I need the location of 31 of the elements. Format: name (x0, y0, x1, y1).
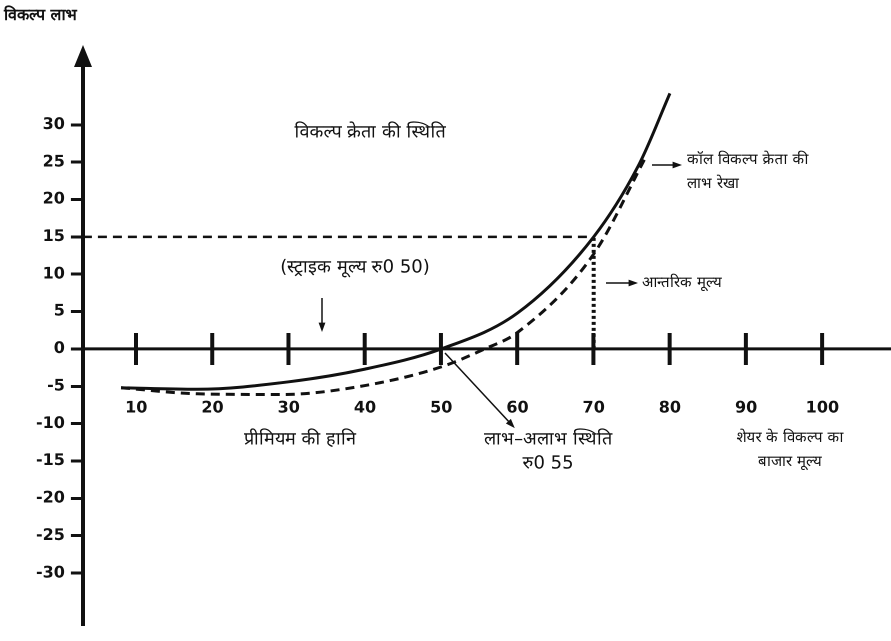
x-tick-label: 20 (201, 398, 224, 417)
annotation: विकल्प क्रेता की स्थिति (294, 120, 447, 143)
annotation: लाभ–अलाभ स्थिति रु0 55 (484, 428, 613, 474)
y-tick-label: 15 (42, 226, 65, 246)
y-tick-label: 20 (42, 188, 65, 208)
annotation: प्रीमियम की हानि (244, 428, 358, 450)
y-tick-label: -25 (36, 524, 65, 544)
y-tick-label: -20 (36, 488, 65, 507)
x-tick-label: 60 (506, 398, 529, 417)
x-tick-label: 100 (806, 398, 840, 417)
y-tick-label: 25 (42, 151, 65, 170)
x-tick-label: 50 (430, 398, 452, 417)
x-tick-label: 10 (125, 398, 148, 417)
annotation: आन्तरिक मूल्य (642, 272, 722, 292)
y-tick-label: -10 (36, 412, 65, 432)
y-tick-label: 30 (42, 114, 65, 133)
x-tick-label: 70 (582, 398, 605, 417)
y-tick-label: 10 (42, 263, 65, 282)
y-tick-label: -5 (47, 375, 65, 394)
x-tick-label: 80 (658, 398, 682, 417)
x-tick-label: 40 (354, 398, 376, 417)
annotation: (स्ट्राइक मूल्य रु0 50) (280, 256, 430, 278)
y-tick-label: -15 (36, 450, 65, 470)
y-tick-label: 0 (54, 338, 65, 358)
x-axis-title: शेयर के विकल्प का बाजार मूल्य (736, 428, 845, 471)
y-tick-label: -30 (36, 562, 65, 582)
x-tick-label: 90 (735, 398, 758, 417)
y-tick-label: 5 (54, 300, 65, 320)
y-axis-title: विकल्प लाभ (3, 5, 78, 24)
annotation: कॉल विकल्प क्रेता की लाभ रेखा (687, 150, 810, 192)
x-tick-label: 30 (278, 398, 300, 417)
